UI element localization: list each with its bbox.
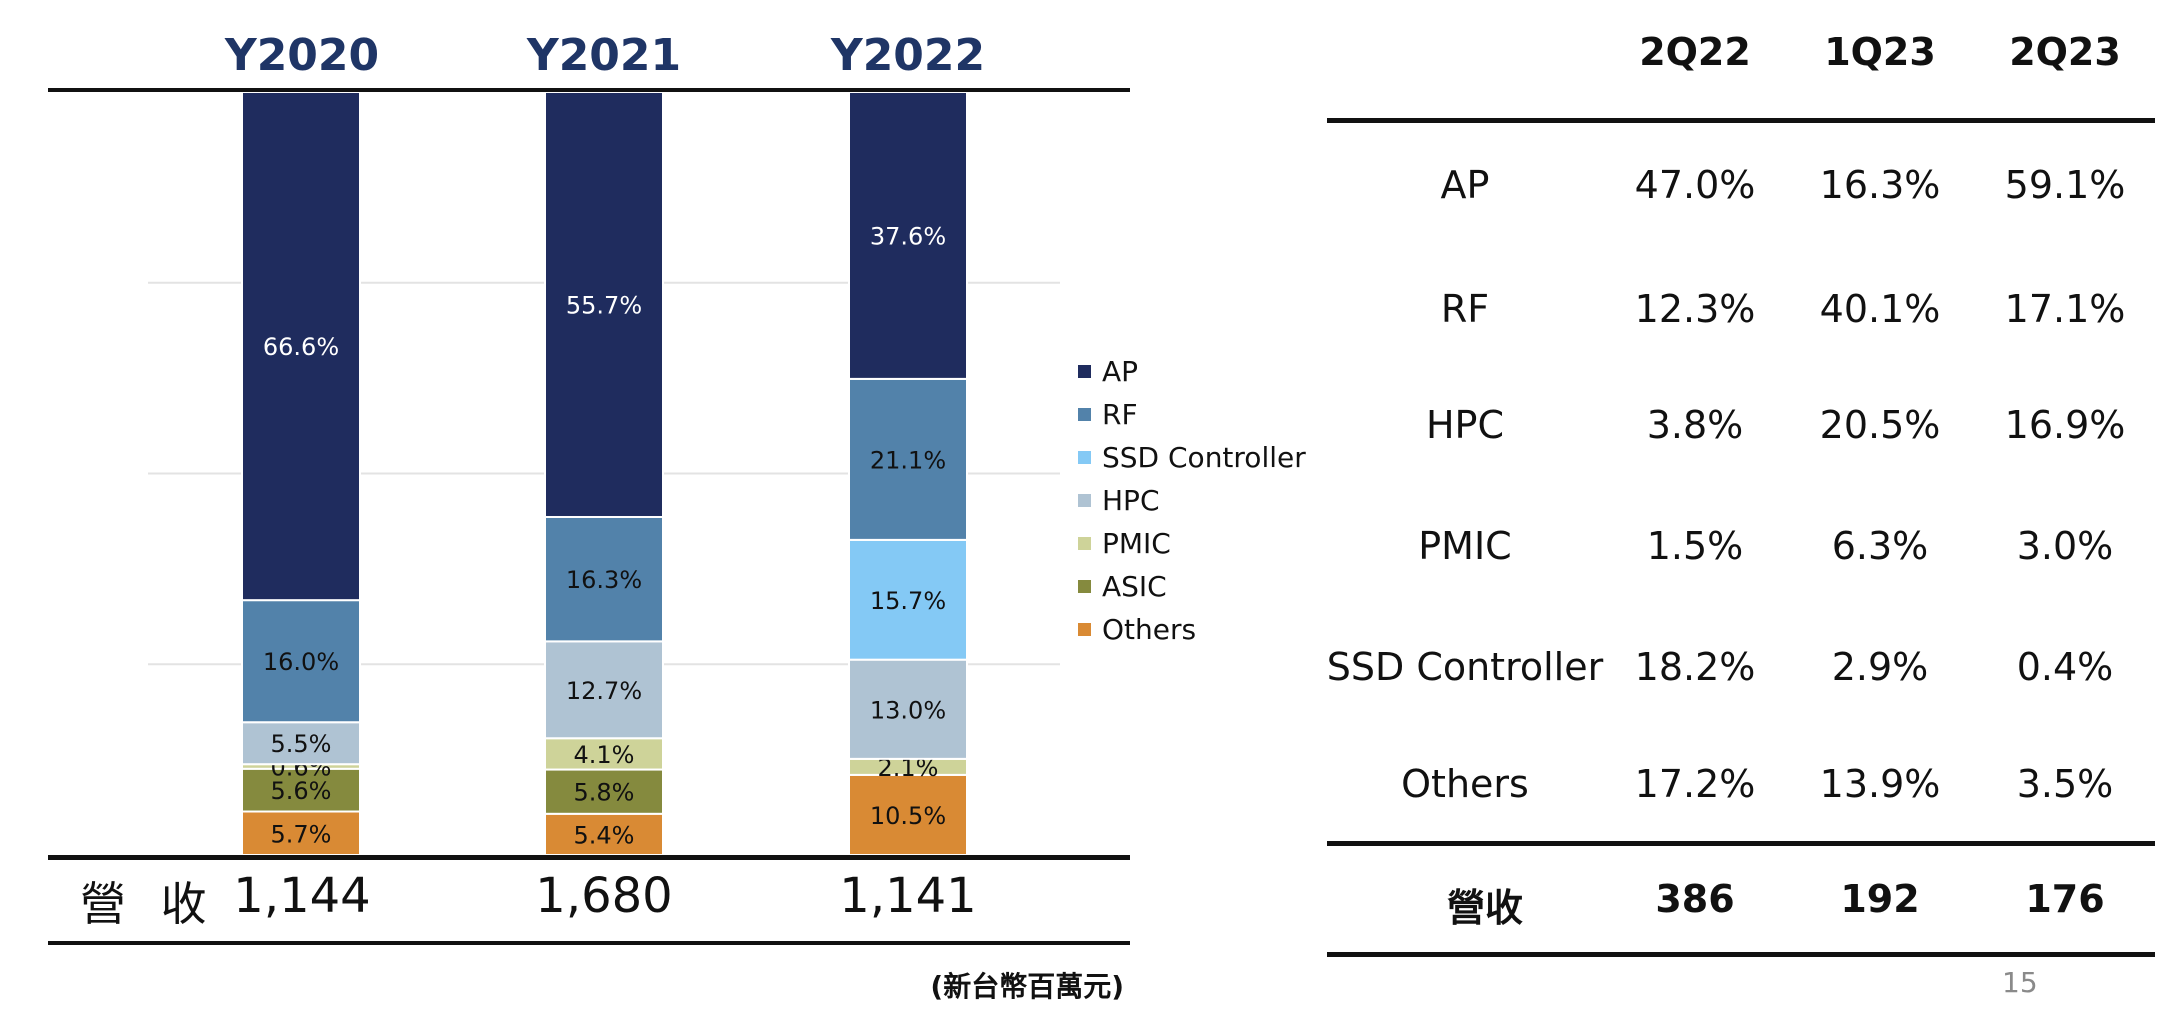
- data-label: 55.7%: [566, 291, 642, 319]
- data-label: 5.8%: [574, 779, 635, 807]
- table-top-rule: [1327, 118, 2155, 123]
- data-label: 10.5%: [870, 802, 946, 830]
- year-title-2021: Y2021: [526, 30, 682, 81]
- table-cell: 3.5%: [2016, 762, 2114, 806]
- data-label: 15.7%: [870, 587, 946, 615]
- table-row-label-ssd: SSD Controller: [1326, 645, 1604, 689]
- table-col-2q22: 2Q22: [1639, 30, 1751, 74]
- table-bottom-rule: [1327, 952, 2155, 957]
- bar-segment-ssd-controller: [848, 538, 968, 661]
- unit-note: (新台幣百萬元): [930, 970, 1124, 1003]
- table-cell: 3.8%: [1646, 403, 1744, 447]
- bar-segment-ap: [544, 91, 664, 518]
- table-cell: 18.2%: [1634, 645, 1756, 689]
- table-cell: 16.9%: [2004, 403, 2126, 447]
- legend-label-rf: RF: [1102, 398, 1138, 431]
- bar-segment-asic: [241, 767, 361, 813]
- table-cell: 1.5%: [1646, 524, 1744, 568]
- table-cell: 13.9%: [1819, 762, 1941, 806]
- legend-item-asic: ASIC: [1078, 565, 1306, 608]
- table-col-1q23: 1Q23: [1824, 30, 1936, 74]
- year-title-2020: Y2020: [224, 30, 380, 81]
- revenue-label: 營 收: [80, 877, 217, 931]
- legend-swatch-pmic: [1078, 537, 1091, 550]
- revenue-2021: 1,680: [535, 868, 673, 924]
- table-cell: 6.3%: [1831, 524, 1929, 568]
- legend: AP RF SSD Controller HPC PMIC ASIC Other…: [1078, 350, 1306, 651]
- revenue-rule: [48, 941, 1130, 945]
- data-label: 5.7%: [271, 820, 332, 848]
- legend-item-ssd: SSD Controller: [1078, 436, 1306, 479]
- table-cell: 16.3%: [1819, 163, 1941, 207]
- data-label: 21.1%: [870, 446, 946, 474]
- table-total-cell: 386: [1655, 877, 1735, 921]
- legend-label-ssd: SSD Controller: [1102, 441, 1306, 474]
- table-row-label-rf: RF: [1440, 287, 1490, 331]
- legend-swatch-others: [1078, 623, 1091, 636]
- bar-segment-ap: [848, 91, 968, 380]
- data-label: 5.4%: [574, 821, 635, 849]
- bar-segment-hpc: [848, 658, 968, 760]
- legend-label-asic: ASIC: [1102, 570, 1167, 603]
- table-row-label-ap: AP: [1440, 163, 1490, 207]
- bar-segment-rf: [544, 515, 664, 643]
- legend-item-rf: RF: [1078, 393, 1306, 436]
- legend-item-others: Others: [1078, 608, 1306, 651]
- table-total-cell: 192: [1840, 877, 1920, 921]
- table-cell: 59.1%: [2004, 163, 2126, 207]
- table-cell: 40.1%: [1819, 287, 1941, 331]
- legend-item-hpc: HPC: [1078, 479, 1306, 522]
- revenue-2022: 1,141: [839, 868, 977, 924]
- table-cell: 17.1%: [2004, 287, 2126, 331]
- table-cell: 2.9%: [1831, 645, 1929, 689]
- legend-label-others: Others: [1102, 613, 1197, 646]
- legend-label-pmic: PMIC: [1102, 527, 1171, 560]
- data-label: 4.1%: [574, 741, 635, 769]
- bar-segment-pmic: [544, 737, 664, 771]
- year-title-2022: Y2022: [830, 30, 986, 81]
- data-label: 66.6%: [263, 333, 339, 361]
- table-cell: 20.5%: [1819, 403, 1941, 447]
- data-label: 37.6%: [870, 222, 946, 250]
- data-label: 16.0%: [263, 648, 339, 676]
- table-mid-rule: [1327, 841, 2155, 846]
- legend-label-hpc: HPC: [1102, 484, 1160, 517]
- bar-segment-others: [544, 812, 664, 856]
- table-row-label-others: Others: [1401, 762, 1529, 806]
- bar-segment-asic: [544, 768, 664, 815]
- table-cell: 0.4%: [2016, 645, 2114, 689]
- table-row-label-pmic: PMIC: [1418, 524, 1512, 568]
- table-total-cell: 176: [2025, 877, 2105, 921]
- bar-segment-rf: [848, 377, 968, 541]
- table-row-label-hpc: HPC: [1425, 403, 1505, 447]
- bar-segment-others: [848, 773, 968, 857]
- data-label: 13.0%: [870, 696, 946, 724]
- data-label: 12.7%: [566, 677, 642, 705]
- bar-segment-ap: [241, 91, 361, 602]
- legend-swatch-rf: [1078, 408, 1091, 421]
- table-cell: 12.3%: [1634, 287, 1756, 331]
- legend-swatch-ap: [1078, 365, 1091, 378]
- bar-segment-others: [241, 810, 361, 856]
- legend-swatch-ssd: [1078, 451, 1091, 464]
- legend-swatch-hpc: [1078, 494, 1091, 507]
- table-cell: 17.2%: [1634, 762, 1756, 806]
- revenue-2020: 1,144: [233, 868, 371, 924]
- table-total-label: 營收: [1446, 886, 1523, 930]
- data-label: 5.6%: [271, 777, 332, 805]
- table-cell: 3.0%: [2016, 524, 2114, 568]
- chart-top-rule: [48, 88, 1130, 92]
- page-number: 15: [2002, 966, 2038, 999]
- legend-item-pmic: PMIC: [1078, 522, 1306, 565]
- legend-item-ap: AP: [1078, 350, 1306, 393]
- table-col-2q23: 2Q23: [2009, 30, 2121, 74]
- legend-label-ap: AP: [1102, 355, 1139, 388]
- chart-bottom-rule: [48, 855, 1130, 860]
- table-cell: 47.0%: [1634, 163, 1756, 207]
- data-label: 5.5%: [271, 730, 332, 758]
- data-label: 16.3%: [566, 566, 642, 594]
- legend-swatch-asic: [1078, 580, 1091, 593]
